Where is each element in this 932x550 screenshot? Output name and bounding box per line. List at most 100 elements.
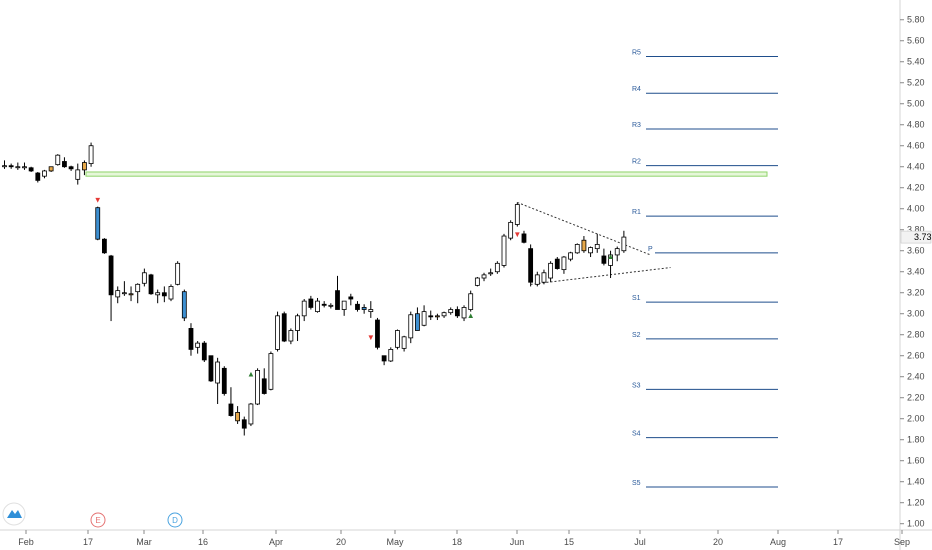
pivot-label-s4: S4 xyxy=(632,431,641,438)
event-badge-e[interactable]: E xyxy=(90,512,106,528)
candle xyxy=(415,307,420,331)
price-tick-label: 3.20 xyxy=(907,288,925,298)
candle xyxy=(355,301,360,312)
candle xyxy=(588,246,593,258)
price-tick-label: 4.00 xyxy=(907,204,925,214)
time-tick-label: 20 xyxy=(713,537,723,547)
candle xyxy=(341,300,347,316)
candle-body xyxy=(321,303,327,306)
candle xyxy=(468,290,474,312)
candle-body xyxy=(454,309,460,317)
candle xyxy=(268,351,274,391)
time-tick-label: 17 xyxy=(83,537,93,547)
candle-body xyxy=(22,166,27,169)
last-price-badge xyxy=(900,230,932,244)
price-tick-label: 1.20 xyxy=(907,498,925,508)
candle xyxy=(241,416,247,436)
candle-body xyxy=(75,169,81,180)
candle-body xyxy=(588,247,593,254)
time-tick-label: Mar xyxy=(136,537,152,547)
candle-body xyxy=(175,262,181,285)
price-tick-label: 2.00 xyxy=(907,414,925,424)
price-axis[interactable]: 1.00 1.20 1.40 1.60 1.80 2.00 2.20 2.40 2.60 2.80… xyxy=(899,0,932,550)
candle xyxy=(474,276,480,287)
event-badge-d[interactable]: D xyxy=(167,512,183,528)
candle-body xyxy=(301,300,307,317)
candle-body xyxy=(488,272,494,275)
candle xyxy=(534,271,540,287)
candle xyxy=(15,162,21,170)
price-tick-label: 1.60 xyxy=(907,456,925,466)
candle xyxy=(608,250,613,279)
candle-body xyxy=(381,355,387,362)
candle-body xyxy=(62,161,67,168)
candle xyxy=(208,355,214,382)
trendline-2 xyxy=(530,267,671,285)
candle-body xyxy=(348,296,354,300)
candle-body xyxy=(415,313,420,331)
candle-body xyxy=(401,336,407,349)
candle xyxy=(448,307,454,315)
candle xyxy=(128,286,134,302)
candle-body xyxy=(574,244,580,254)
pivot-label-p: P xyxy=(648,246,653,253)
candle-body xyxy=(295,315,300,331)
candle-body xyxy=(355,303,360,310)
time-axis[interactable]: Feb 17 Mar 16 Apr 20 May 18 Jun 15 Jul 20 Aug 17 Sep xyxy=(0,529,932,547)
candle-body xyxy=(335,290,340,310)
candle xyxy=(554,257,560,270)
time-tick-label: 18 xyxy=(452,537,462,547)
logo-shape xyxy=(7,510,22,518)
candle xyxy=(301,299,307,322)
pivot-label-r5: R5 xyxy=(632,49,641,56)
candle-body xyxy=(55,154,61,166)
candle xyxy=(228,387,234,417)
candle-body xyxy=(68,166,74,170)
triangle-trendlines xyxy=(517,201,671,285)
candle-body xyxy=(375,319,380,348)
candle-body xyxy=(215,361,221,384)
candle xyxy=(461,305,467,322)
candle-body xyxy=(328,304,334,307)
candle-body xyxy=(441,312,447,317)
candle-body xyxy=(581,239,587,252)
tradingview-logo-icon[interactable] xyxy=(2,502,26,526)
candle xyxy=(295,313,300,342)
candle-body xyxy=(388,349,394,362)
candle-body xyxy=(361,307,367,310)
candle xyxy=(108,254,114,322)
price-tick-label: 5.40 xyxy=(907,57,925,67)
sell-signal-marker: ▼ xyxy=(513,230,521,239)
candle xyxy=(141,268,147,287)
candle xyxy=(614,246,620,262)
last-price-label: 3.73 xyxy=(914,232,932,242)
candle xyxy=(248,402,254,427)
candle-body xyxy=(208,355,214,382)
candle-body xyxy=(248,403,254,425)
candle xyxy=(102,238,107,254)
candle-body xyxy=(155,292,161,296)
candle xyxy=(195,341,201,354)
candle-body xyxy=(82,162,87,171)
candle xyxy=(408,311,414,344)
candle xyxy=(328,303,334,309)
candle-body xyxy=(448,309,454,314)
candle-body xyxy=(95,207,101,240)
candle xyxy=(488,268,494,276)
candle xyxy=(288,328,294,345)
candle-body xyxy=(35,172,41,181)
pivot-label-s3: S3 xyxy=(632,382,641,389)
price-tick-label: 2.60 xyxy=(907,351,925,361)
price-tick-label: 2.20 xyxy=(907,393,925,403)
candle xyxy=(188,323,194,356)
candle xyxy=(481,272,487,282)
pivot-levels: R5 R4 R3 R2 R1 P S1 S2 S3 S4 S5 xyxy=(632,49,778,488)
candle-body xyxy=(474,277,480,286)
candle-body xyxy=(288,330,294,342)
candle xyxy=(55,154,61,166)
candle-body xyxy=(434,315,440,318)
candle-body xyxy=(228,403,234,416)
candle-body xyxy=(241,419,247,429)
